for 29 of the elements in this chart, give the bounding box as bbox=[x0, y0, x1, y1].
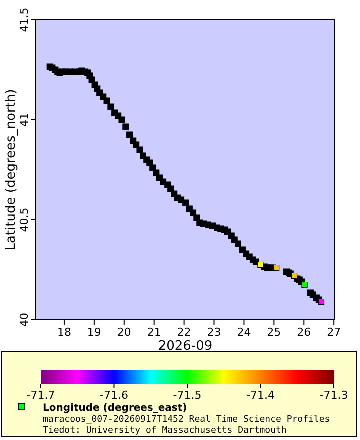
point bbox=[318, 298, 325, 306]
color-bar-title: Longitude (degrees_east) bbox=[43, 403, 188, 414]
y-tick-label: 40 bbox=[18, 313, 31, 327]
y-axis-title: Latitude (degrees_north) bbox=[4, 89, 19, 251]
x-tick-label: 24 bbox=[237, 326, 252, 339]
color-bar-label: -71.4 bbox=[246, 389, 275, 402]
point bbox=[302, 282, 308, 288]
x-axis-title: 2026-09 bbox=[158, 339, 213, 354]
point bbox=[292, 272, 298, 280]
color-bar-label: -71.5 bbox=[173, 389, 202, 402]
x-tick-label: 21 bbox=[147, 326, 162, 339]
color-bar-label: -71.7 bbox=[26, 389, 56, 402]
x-tick-label: 22 bbox=[177, 326, 192, 339]
x-tick-label: 23 bbox=[207, 326, 222, 339]
x-tick-label: 18 bbox=[57, 326, 72, 339]
color-bar-label: -71.3 bbox=[320, 389, 348, 402]
text: Tiedot: University of Massachusetts Dartmouth bbox=[43, 426, 287, 436]
x-tick-label: 26 bbox=[297, 326, 312, 339]
x-tick-label: 27 bbox=[327, 326, 342, 339]
x-tick-label: 19 bbox=[87, 326, 102, 339]
x-tick-label: 20 bbox=[117, 326, 132, 339]
y-tick-label: 41.5 bbox=[18, 8, 31, 32]
color-bar-label: -71.6 bbox=[100, 389, 128, 402]
point bbox=[274, 264, 280, 272]
text: maracoos_007-20260917T1452 Real Time Science Profiles bbox=[43, 415, 330, 425]
x-tick-label: 25 bbox=[267, 326, 282, 339]
y-tick-label: 41 bbox=[18, 113, 31, 127]
y-tick-label: 40.5 bbox=[18, 208, 31, 232]
point bbox=[258, 262, 264, 268]
